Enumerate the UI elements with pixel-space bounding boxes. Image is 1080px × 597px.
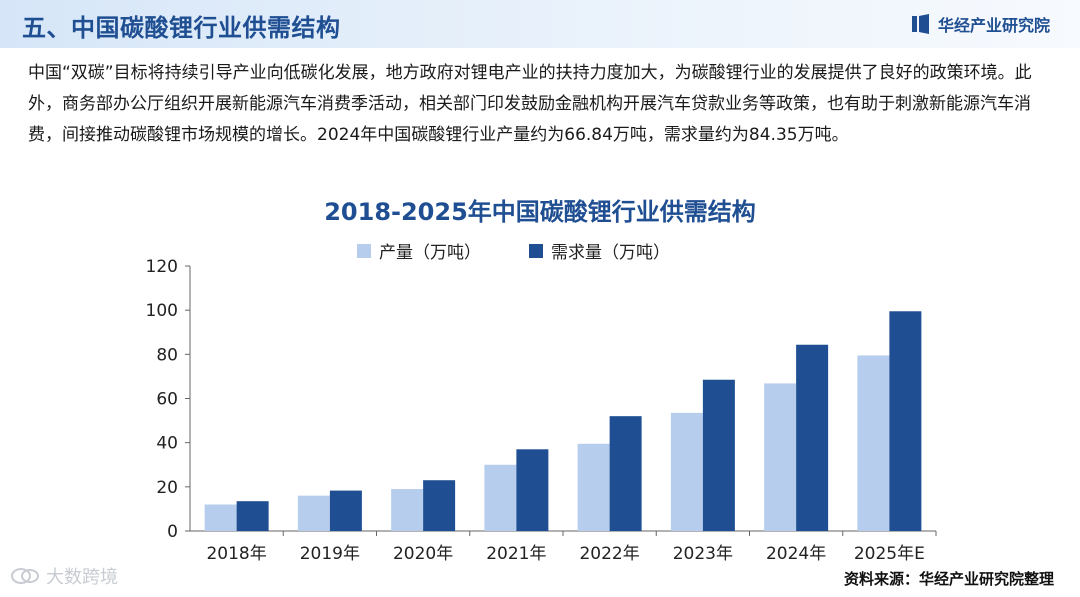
y-tick-label: 100: [146, 301, 178, 321]
x-tick-label: 2019年: [300, 544, 360, 564]
bar-production: [297, 495, 330, 531]
bar-demand: [236, 501, 269, 531]
legend-item-demand: 需求量（万吨）: [529, 238, 670, 263]
y-tick-label: 120: [146, 257, 178, 277]
source-note: 资料来源：华经产业研究院整理: [843, 570, 1054, 588]
bar-production: [577, 443, 610, 531]
chat-bubble-icon: [11, 568, 39, 584]
bar-production: [391, 489, 424, 531]
legend-label-production: 产量（万吨）: [379, 243, 481, 263]
legend-swatch-production: [357, 243, 371, 258]
legend-label-demand: 需求量（万吨）: [551, 243, 670, 263]
chart-legend: 产量（万吨） 需求量（万吨）: [357, 238, 670, 263]
bar-demand: [516, 449, 549, 531]
x-tick-label: 2020年: [393, 544, 453, 564]
legend-item-production: 产量（万吨）: [357, 238, 481, 263]
intro-paragraph: 中国“双碳”目标将持续引导产业向低碳化发展，地方政府对锂电产业的扶持力度加大，为…: [28, 63, 1032, 145]
bar-demand: [796, 344, 829, 531]
x-tick-label: 2024年: [766, 544, 826, 564]
bar-demand: [702, 379, 735, 531]
bar-demand: [889, 311, 922, 531]
bar-demand: [329, 490, 362, 531]
bar-production: [204, 504, 237, 531]
brand-name: 华经产业研究院: [937, 16, 1050, 35]
corner-watermark: 大数跨境: [10, 563, 118, 589]
bar-demand: [423, 480, 456, 531]
corner-watermark-text: 大数跨境: [46, 567, 118, 588]
x-tick-label: 2021年: [486, 544, 546, 564]
y-tick-label: 20: [156, 478, 178, 498]
x-tick-label: 2022年: [579, 544, 639, 564]
legend-swatch-demand: [529, 243, 543, 258]
x-tick-label: 2023年: [673, 544, 733, 564]
y-tick-label: 0: [167, 522, 178, 542]
bar-production: [764, 383, 797, 531]
header-band: [0, 0, 1080, 48]
bar-demand: [609, 416, 642, 531]
y-tick-label: 60: [156, 390, 178, 410]
brand: 华经产业研究院: [911, 12, 1050, 36]
y-tick-label: 80: [156, 345, 178, 365]
brand-logo-icon: [911, 14, 929, 34]
chart-title: 2018-2025年中国碳酸锂行业供需结构: [324, 198, 756, 226]
x-tick-label: 2018年: [206, 544, 266, 564]
bar-production: [857, 355, 890, 531]
bar-production: [670, 412, 703, 531]
bar-production: [484, 464, 517, 531]
y-tick-label: 40: [156, 434, 178, 454]
x-tick-label: 2025年E: [854, 544, 925, 564]
page-title: 五、中国碳酸锂行业供需结构: [22, 14, 341, 42]
